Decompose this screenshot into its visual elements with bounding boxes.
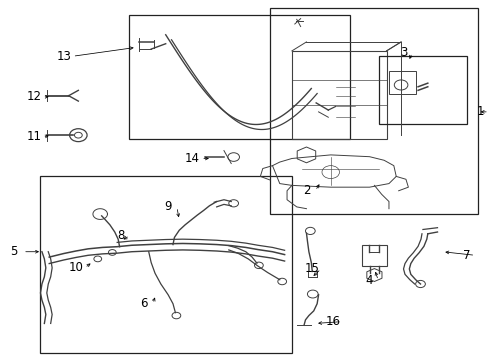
- Bar: [388, 71, 415, 94]
- Text: 6: 6: [140, 297, 147, 310]
- Text: 9: 9: [164, 201, 172, 213]
- Text: 2: 2: [302, 184, 309, 197]
- Text: 8: 8: [117, 229, 124, 242]
- Text: 14: 14: [184, 152, 200, 165]
- Text: 4: 4: [365, 274, 372, 287]
- Text: 7: 7: [462, 249, 469, 262]
- Text: 12: 12: [26, 90, 41, 103]
- Text: 3: 3: [399, 46, 407, 59]
- Text: 10: 10: [68, 261, 83, 274]
- Text: 16: 16: [325, 315, 340, 328]
- Bar: [40, 176, 291, 353]
- Bar: [129, 15, 349, 139]
- Text: 1: 1: [475, 105, 483, 118]
- Bar: [291, 51, 386, 139]
- Bar: [379, 56, 466, 125]
- Text: 13: 13: [56, 50, 71, 63]
- Bar: [362, 245, 386, 266]
- Text: 15: 15: [304, 262, 319, 275]
- Bar: [269, 8, 477, 214]
- Text: 5: 5: [11, 245, 18, 258]
- Text: 11: 11: [26, 130, 41, 144]
